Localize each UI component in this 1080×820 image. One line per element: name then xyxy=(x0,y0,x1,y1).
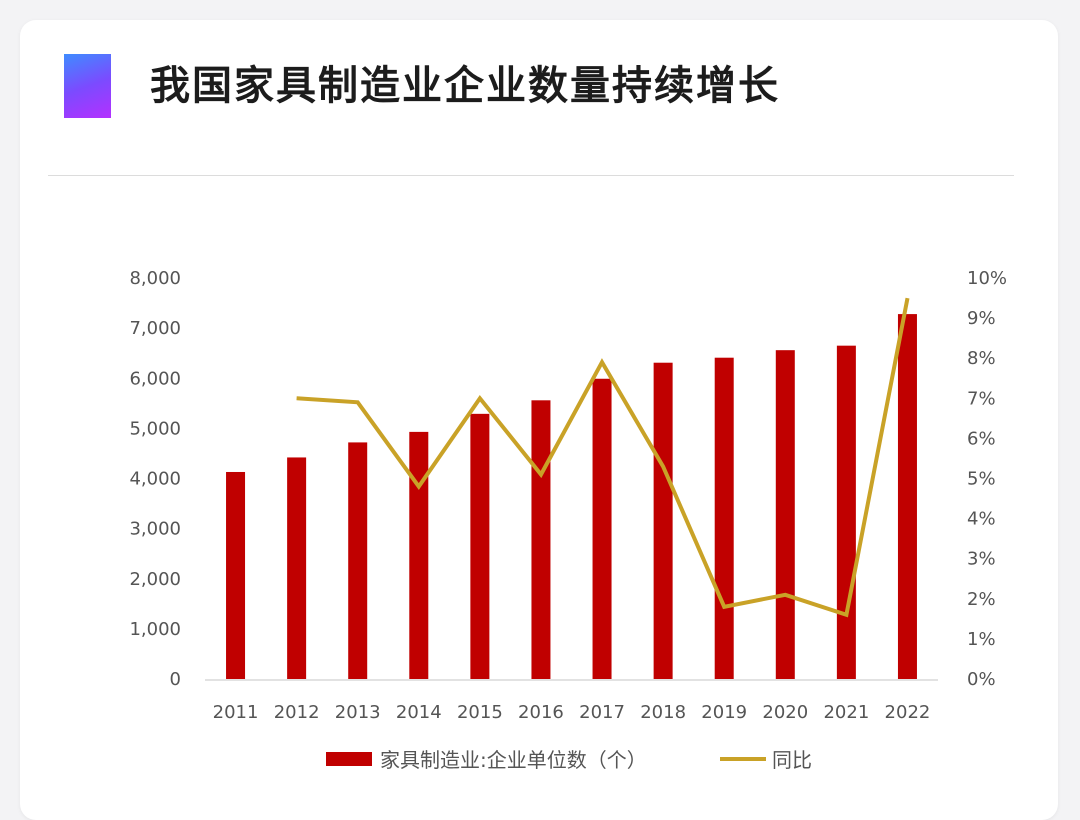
right-axis-tick-label: 8% xyxy=(967,348,996,369)
left-axis-tick-label: 1,000 xyxy=(129,619,181,640)
x-axis-tick-label: 2014 xyxy=(396,702,442,723)
x-axis-tick-label: 2019 xyxy=(701,702,747,723)
x-axis-tick-label: 2016 xyxy=(518,702,564,723)
right-axis-tick-label: 5% xyxy=(967,469,996,490)
x-axis-tick-label: 2012 xyxy=(274,702,320,723)
right-axis-tick-label: 7% xyxy=(967,388,996,409)
left-axis-tick-label: 8,000 xyxy=(129,268,181,289)
left-axis-tick-label: 7,000 xyxy=(129,318,181,339)
right-axis-tick-label: 3% xyxy=(967,549,996,570)
left-axis-tick-label: 5,000 xyxy=(129,418,181,439)
legend: 家具制造业:企业单位数（个） 同比 xyxy=(326,748,812,772)
left-axis-tick-label: 6,000 xyxy=(129,368,181,389)
title-divider xyxy=(48,175,1014,176)
right-axis-tick-label: 9% xyxy=(967,308,996,329)
right-axis-tick-label: 0% xyxy=(967,669,996,690)
x-axis-tick-label: 2011 xyxy=(213,702,259,723)
bar xyxy=(470,413,490,679)
legend-line-label: 同比 xyxy=(772,748,812,772)
x-axis-tick-label: 2020 xyxy=(762,702,808,723)
bar xyxy=(226,471,246,679)
legend-bar-swatch xyxy=(326,752,372,766)
bar xyxy=(287,457,307,679)
bar xyxy=(836,345,856,679)
x-axis-tick-label: 2022 xyxy=(885,702,931,723)
x-axis-tick-label: 2021 xyxy=(823,702,869,723)
left-axis-tick-label: 0 xyxy=(170,669,181,690)
bar xyxy=(714,357,734,679)
left-axis-tick-label: 3,000 xyxy=(129,519,181,540)
x-axis-tick-label: 2017 xyxy=(579,702,625,723)
title-accent-bar xyxy=(64,54,111,118)
bar xyxy=(531,400,551,679)
right-axis-ticks: 0% 1% 2% 3% 4% 5% 6% 7% 8% 9% 10% xyxy=(967,268,1007,690)
left-axis-tick-label: 2,000 xyxy=(129,569,181,590)
right-axis-tick-label: 1% xyxy=(967,629,996,650)
right-axis-tick-label: 2% xyxy=(967,589,996,610)
x-axis-ticks: 2011 2012 2013 2014 2015 2016 2017 2018 2019 2020… xyxy=(213,702,931,723)
bar xyxy=(775,350,795,679)
right-axis-tick-label: 6% xyxy=(967,428,996,449)
x-axis-tick-label: 2015 xyxy=(457,702,503,723)
left-axis-tick-label: 4,000 xyxy=(129,469,181,490)
x-axis-tick-label: 2013 xyxy=(335,702,381,723)
bar xyxy=(653,362,673,679)
yoy-line xyxy=(296,297,910,618)
bar xyxy=(897,314,917,679)
combo-chart: 0 1,000 2,000 3,000 4,000 5,000 6,000 7,000 8,00… xyxy=(129,268,1007,772)
bar xyxy=(592,378,612,679)
right-axis-tick-label: 4% xyxy=(967,509,996,530)
x-axis-tick-label: 2018 xyxy=(640,702,686,723)
legend-bar-label: 家具制造业:企业单位数（个） xyxy=(380,748,647,772)
bar xyxy=(409,431,429,679)
bar-series xyxy=(226,314,917,679)
left-axis-ticks: 0 1,000 2,000 3,000 4,000 5,000 6,000 7,000 8,00… xyxy=(129,268,181,690)
right-axis-tick-label: 10% xyxy=(967,268,1007,289)
page-title: 我国家具制造业企业数量持续增长 xyxy=(150,63,780,109)
bar xyxy=(348,442,368,679)
